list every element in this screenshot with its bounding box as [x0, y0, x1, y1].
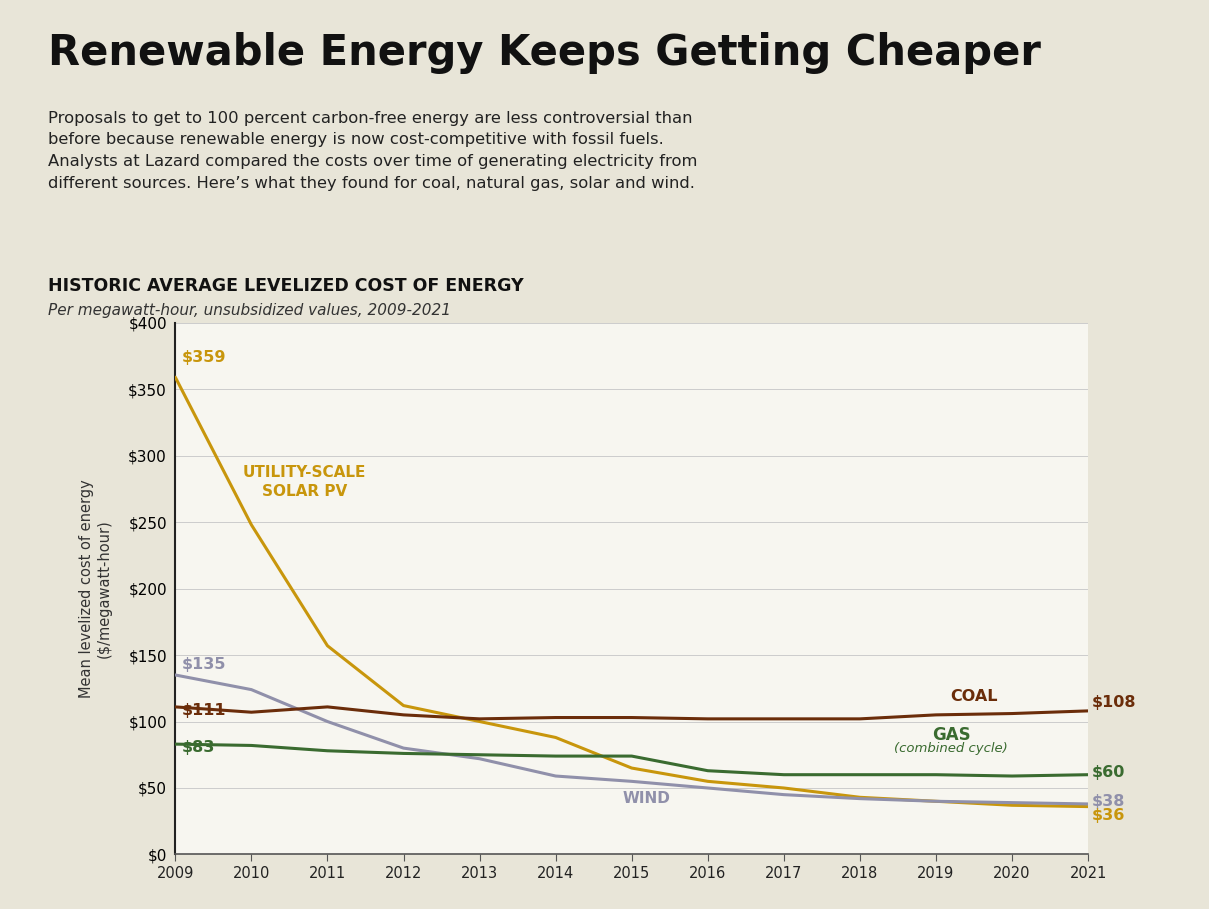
Text: $108: $108	[1092, 695, 1136, 711]
Text: Proposals to get to 100 percent carbon-free energy are less controversial than
b: Proposals to get to 100 percent carbon-f…	[48, 111, 698, 191]
Text: (combined cycle): (combined cycle)	[895, 742, 1008, 754]
Text: $60: $60	[1092, 764, 1126, 780]
Text: $83: $83	[181, 740, 215, 754]
Text: $38: $38	[1092, 794, 1126, 809]
Text: $359: $359	[181, 350, 226, 365]
Text: WIND: WIND	[623, 791, 671, 806]
Text: HISTORIC AVERAGE LEVELIZED COST OF ENERGY: HISTORIC AVERAGE LEVELIZED COST OF ENERG…	[48, 277, 523, 295]
Text: $135: $135	[181, 657, 226, 673]
Text: GAS: GAS	[932, 725, 971, 744]
Text: $36: $36	[1092, 808, 1126, 824]
Text: $111: $111	[181, 703, 226, 717]
Text: Renewable Energy Keeps Getting Cheaper: Renewable Energy Keeps Getting Cheaper	[48, 32, 1041, 74]
Text: COAL: COAL	[950, 689, 997, 704]
Y-axis label: Mean levelized cost of energy
($/megawatt-hour): Mean levelized cost of energy ($/megawat…	[79, 479, 111, 698]
Text: Per megawatt-hour, unsubsidized values, 2009-2021: Per megawatt-hour, unsubsidized values, …	[48, 303, 451, 318]
Text: UTILITY-SCALE
SOLAR PV: UTILITY-SCALE SOLAR PV	[243, 465, 366, 499]
